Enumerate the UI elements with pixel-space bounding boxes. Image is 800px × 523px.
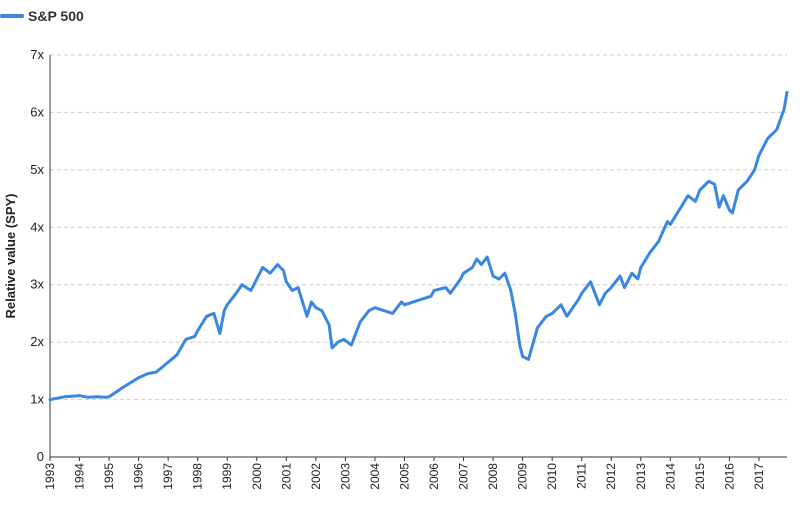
y-tick-label: 5x	[30, 162, 44, 177]
y-tick-label: 3x	[30, 277, 44, 292]
x-tick-label: 2007	[457, 463, 471, 490]
x-tick-label: 1994	[73, 463, 87, 490]
y-tick-label: 2x	[30, 334, 44, 349]
x-tick-label: 2000	[250, 463, 264, 490]
x-tick-label: 2009	[516, 463, 530, 490]
x-tick-label: 2002	[309, 463, 323, 490]
legend: S&P 500	[0, 6, 84, 26]
x-tick-label: 2014	[663, 463, 677, 490]
x-tick-label: 1997	[161, 463, 175, 490]
x-tick-label: 1995	[102, 463, 116, 490]
y-tick-label: 1x	[30, 392, 44, 407]
series-line	[48, 90, 789, 402]
x-tick-label: 2011	[575, 463, 589, 489]
x-tick-label: 1996	[132, 463, 146, 490]
x-tick-label: 2016	[722, 463, 736, 490]
legend-swatch	[0, 14, 24, 18]
legend-label: S&P 500	[28, 8, 84, 24]
x-tick-label: 2004	[368, 463, 382, 490]
x-tick-label: 2010	[545, 463, 559, 490]
x-tick-label: 1998	[191, 463, 205, 490]
y-tick-label: 4x	[30, 219, 44, 234]
x-tick-label: 2017	[752, 463, 766, 490]
y-axis-title: Relative value (SPY)	[3, 194, 18, 319]
x-tick-label: 2015	[693, 463, 707, 490]
x-tick-label: 2001	[279, 463, 293, 490]
x-tick-label: 2008	[486, 463, 500, 490]
x-tick-label: 1999	[220, 463, 234, 490]
y-tick-label: 6x	[30, 104, 44, 119]
y-tick-label: 7x	[30, 47, 44, 62]
x-tick-label: 1993	[43, 463, 57, 490]
x-tick-label: 2013	[634, 463, 648, 490]
x-tick-label: 2003	[338, 463, 352, 490]
y-tick-label: 0	[37, 449, 44, 464]
x-tick-label: 2006	[427, 463, 441, 490]
x-tick-label: 2005	[397, 463, 411, 490]
x-tick-label: 2012	[604, 463, 618, 490]
